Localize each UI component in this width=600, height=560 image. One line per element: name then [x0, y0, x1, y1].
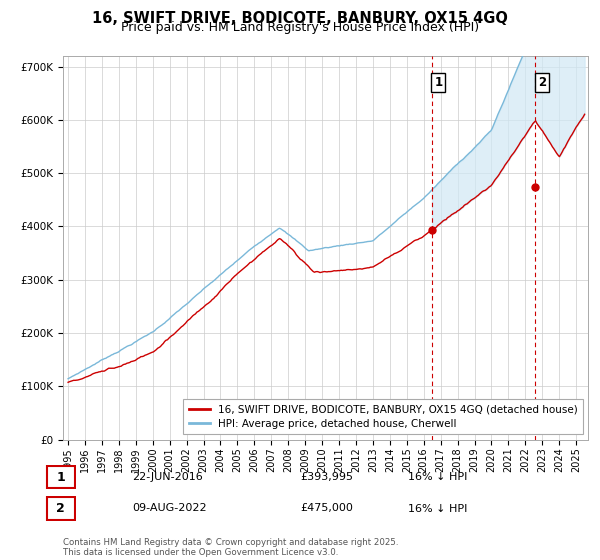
Text: £475,000: £475,000	[300, 503, 353, 514]
Text: 1: 1	[434, 76, 442, 90]
Text: Contains HM Land Registry data © Crown copyright and database right 2025.
This d: Contains HM Land Registry data © Crown c…	[63, 538, 398, 557]
Text: 2: 2	[538, 76, 546, 90]
FancyBboxPatch shape	[47, 466, 74, 488]
Text: £393,995: £393,995	[300, 472, 353, 482]
Legend: 16, SWIFT DRIVE, BODICOTE, BANBURY, OX15 4GQ (detached house), HPI: Average pric: 16, SWIFT DRIVE, BODICOTE, BANBURY, OX15…	[184, 399, 583, 435]
Text: 22-JUN-2016: 22-JUN-2016	[132, 472, 203, 482]
Text: 09-AUG-2022: 09-AUG-2022	[132, 503, 206, 514]
Text: Price paid vs. HM Land Registry's House Price Index (HPI): Price paid vs. HM Land Registry's House …	[121, 21, 479, 34]
FancyBboxPatch shape	[47, 497, 74, 520]
Text: 16% ↓ HPI: 16% ↓ HPI	[408, 472, 467, 482]
Text: 2: 2	[56, 502, 65, 515]
Text: 16% ↓ HPI: 16% ↓ HPI	[408, 503, 467, 514]
Text: 1: 1	[56, 470, 65, 484]
Text: 16, SWIFT DRIVE, BODICOTE, BANBURY, OX15 4GQ: 16, SWIFT DRIVE, BODICOTE, BANBURY, OX15…	[92, 11, 508, 26]
